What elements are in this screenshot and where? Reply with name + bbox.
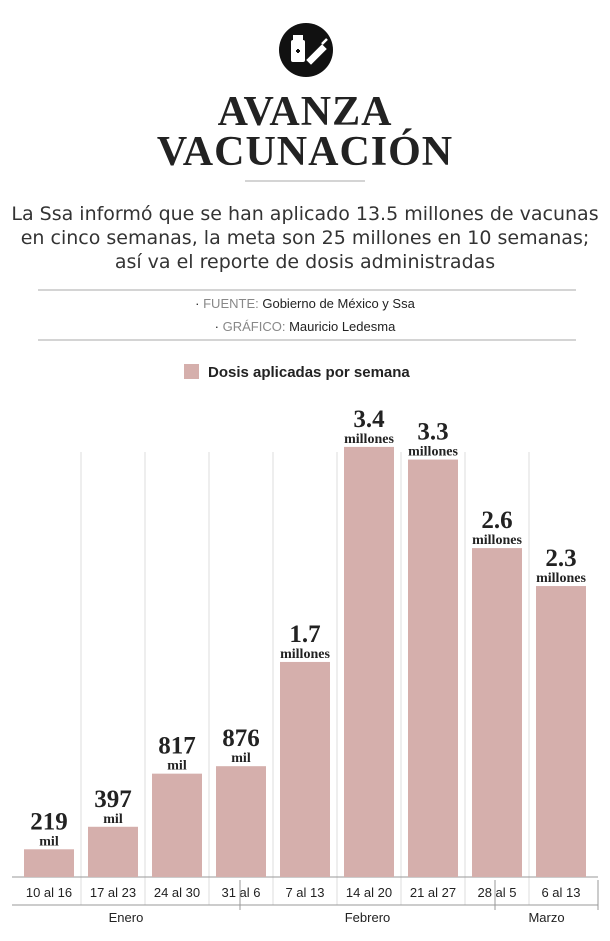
title: AVANZA xyxy=(218,89,393,135)
value-label: 3.3 xyxy=(417,419,448,446)
legend-label: Dosis aplicadas por semana xyxy=(208,364,410,381)
subtitle: La Ssa informó que se han aplicado 13.5 … xyxy=(11,203,598,225)
bar xyxy=(152,773,202,877)
month-label: Febrero xyxy=(345,910,391,925)
title: VACUNACIÓN xyxy=(157,128,453,175)
bar xyxy=(24,849,74,877)
x-tick-label: 17 al 23 xyxy=(90,885,136,900)
value-unit: mil xyxy=(167,759,187,774)
legend-swatch xyxy=(184,364,199,379)
bar xyxy=(536,586,586,877)
value-label: 876 xyxy=(222,725,260,752)
x-tick-label: 24 al 30 xyxy=(154,885,200,900)
credit-text: Mauricio Ledesma xyxy=(289,319,396,334)
month-label: Marzo xyxy=(528,910,564,925)
bar xyxy=(344,446,394,877)
value-label: 397 xyxy=(94,786,132,813)
x-tick-label: 14 al 20 xyxy=(346,885,392,900)
value-label: 2.3 xyxy=(545,545,576,572)
x-tick-label: 7 al 13 xyxy=(285,885,324,900)
x-tick-label: 31 al 6 xyxy=(221,885,260,900)
value-unit: millones xyxy=(344,432,394,447)
value-unit: millones xyxy=(536,571,586,586)
bar xyxy=(408,459,458,877)
subtitle: en cinco semanas, la meta son 25 millone… xyxy=(21,227,590,249)
value-label: 817 xyxy=(158,733,196,760)
month-label: Enero xyxy=(109,910,144,925)
credit-text: Gobierno de México y Ssa xyxy=(262,296,415,311)
bar xyxy=(472,548,522,877)
credit: · GRÁFICO: Mauricio Ledesma xyxy=(215,319,396,334)
value-unit: millones xyxy=(408,445,458,460)
x-tick-label: 6 al 13 xyxy=(541,885,580,900)
value-unit: mil xyxy=(103,812,123,827)
value-label: 219 xyxy=(30,808,68,835)
value-unit: millones xyxy=(472,533,522,548)
credit: · FUENTE: Gobierno de México y Ssa xyxy=(195,296,415,311)
vaccine-icon xyxy=(279,23,333,77)
value-label: 1.7 xyxy=(289,621,320,648)
x-tick-label: 10 al 16 xyxy=(26,885,72,900)
value-unit: mil xyxy=(39,834,59,849)
credit-key: FUENTE: xyxy=(203,296,259,311)
x-tick-label: 21 al 27 xyxy=(410,885,456,900)
x-tick-label: 28 al 5 xyxy=(477,885,516,900)
value-unit: mil xyxy=(231,751,251,766)
value-label: 3.4 xyxy=(353,406,385,433)
bar xyxy=(280,661,330,877)
bar xyxy=(216,766,266,877)
bar xyxy=(88,826,138,877)
value-unit: millones xyxy=(280,647,330,662)
credit-key: GRÁFICO: xyxy=(223,319,286,334)
value-label: 2.6 xyxy=(481,507,512,534)
subtitle: así va el reporte de dosis administradas xyxy=(115,251,495,273)
